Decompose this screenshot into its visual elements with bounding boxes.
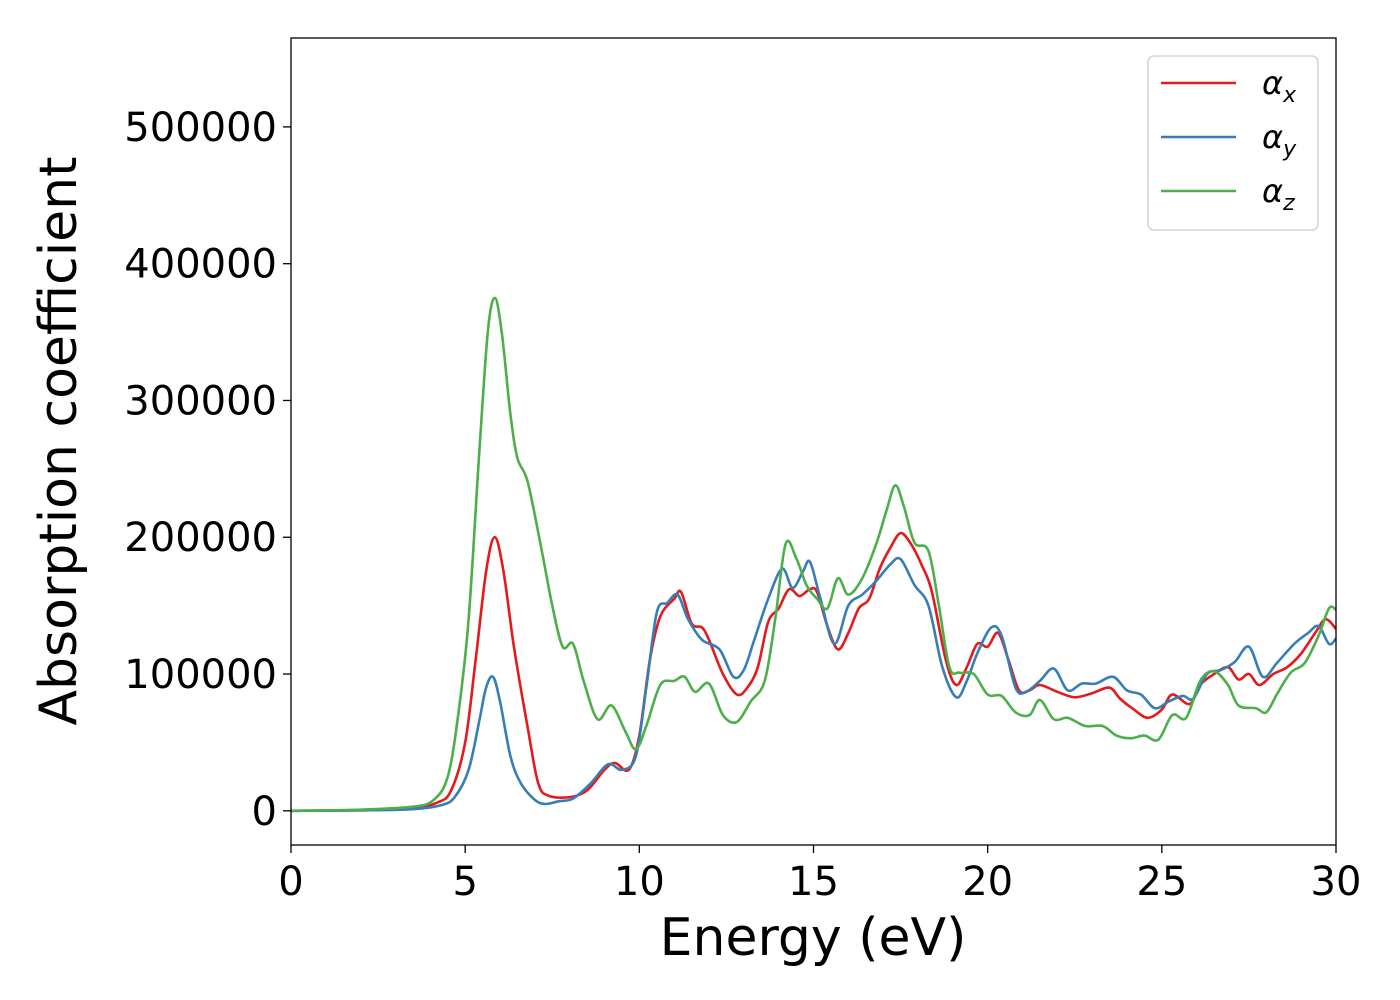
y-tick-label: 400000 <box>124 242 277 288</box>
y-tick-label: 100000 <box>124 652 277 698</box>
x-tick-label: 10 <box>614 859 665 905</box>
legend-label-x: αx <box>1262 64 1297 108</box>
series-line-z <box>290 296 1337 813</box>
x-tick-label: 30 <box>1311 859 1362 905</box>
x-tick-label: 5 <box>452 859 477 905</box>
x-tick-label: 20 <box>962 859 1013 905</box>
x-tick-label: 0 <box>278 859 303 905</box>
x-tick-label: 25 <box>1136 859 1187 905</box>
legend-box <box>1147 55 1319 231</box>
y-tick-label: 500000 <box>124 105 277 151</box>
x-axis-label: Energy (eV) <box>660 908 967 968</box>
x-axis: 0 5 10 15 20 25 30 <box>278 845 1361 905</box>
y-axis: 0 100000 200000 300000 400000 500000 <box>124 105 291 835</box>
y-tick-label: 200000 <box>124 515 277 561</box>
x-tick-label: 15 <box>788 859 839 905</box>
series-line-y <box>290 556 1337 813</box>
series-layer <box>290 296 1337 813</box>
legend-label-y: αy <box>1262 118 1297 162</box>
y-axis-label: Absorption coefficient <box>29 156 89 725</box>
series-line-x <box>290 531 1337 813</box>
y-tick-label: 300000 <box>124 378 277 424</box>
y-tick-label: 0 <box>252 789 277 835</box>
